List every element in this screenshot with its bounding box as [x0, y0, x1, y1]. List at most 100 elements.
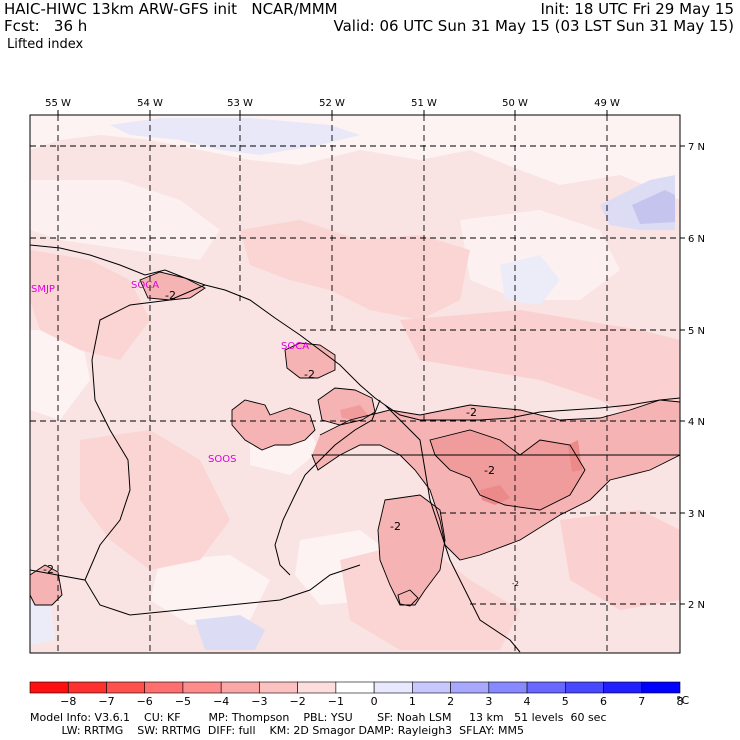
- colorbar-label: 5: [562, 695, 569, 708]
- field-neg-mid-4: [140, 272, 205, 300]
- contour-label: -2: [512, 580, 519, 588]
- colorbar-swatch: [526, 681, 566, 694]
- colorbar-swatch: [106, 681, 146, 694]
- field-neg-dark-2: [340, 405, 368, 420]
- colorbar-swatch: [412, 681, 451, 694]
- init-time: Init: 18 UTC Fri 29 May 15: [540, 0, 734, 18]
- field-white-south: [150, 555, 270, 625]
- field-neg-light-6: [560, 510, 680, 610]
- field-positive-ne-core: [632, 190, 675, 224]
- colorbar-label: 3: [485, 695, 492, 708]
- colorbar-swatch: [450, 681, 490, 694]
- contour-4: [139, 271, 206, 301]
- lat-label: 5 N: [688, 326, 705, 337]
- station-label: SOCA: [281, 341, 309, 352]
- field-neg-mid-6: [378, 495, 445, 605]
- coastline: [30, 244, 680, 421]
- lat-label: 3 N: [688, 509, 705, 520]
- lon-label: 51 W: [411, 98, 437, 109]
- colorbar-label: 1: [409, 695, 416, 708]
- colorbar-label: −5: [175, 695, 191, 708]
- field-neg-light-3: [80, 430, 230, 570]
- colorbar-label: 6: [600, 695, 607, 708]
- valid-time: Valid: 06 UTC Sun 31 May 15 (03 LST Sun …: [333, 17, 734, 35]
- colorbar-label: −4: [213, 695, 229, 708]
- colorbar-label: −7: [98, 695, 114, 708]
- contour-label: -2: [466, 406, 477, 419]
- lat-lon-grid: [30, 115, 680, 653]
- contour-label: -2: [165, 289, 176, 302]
- field-positive-sw: [30, 600, 55, 645]
- contour-label: -2: [43, 563, 54, 576]
- colorbar-swatch: [297, 681, 337, 694]
- forecast-hour: Fcst: 36 h: [4, 17, 88, 35]
- contour-8: [397, 589, 419, 607]
- field-neg-light-2: [30, 250, 150, 360]
- lat-label: 4 N: [688, 417, 705, 428]
- colorbar-swatch: [220, 681, 260, 694]
- colorbar-swatch: [335, 681, 375, 694]
- colorbar-swatch: [373, 681, 413, 694]
- contour-label: -2: [390, 520, 401, 533]
- contour-7: [30, 564, 63, 606]
- lon-labels: 55 W 54 W 53 W 52 W 51 W 50 W 49 W: [45, 98, 620, 109]
- field-white-sw: [30, 330, 90, 420]
- colorbar-label: 4: [524, 695, 531, 708]
- field-neg-mid-8: [398, 590, 418, 606]
- station-label: SMJP: [31, 284, 55, 295]
- lon-label: 52 W: [319, 98, 345, 109]
- border-guyana-suriname: [30, 284, 206, 581]
- lat-labels: 7 N 6 N 5 N 4 N 3 N 2 N: [688, 142, 705, 611]
- field-neg-mid-1: [232, 400, 315, 450]
- colorbar-label: −1: [328, 695, 344, 708]
- colorbar-swatch: [564, 681, 604, 694]
- station-label: SOCA: [131, 280, 159, 291]
- colorbar-label: 7: [638, 695, 645, 708]
- contour-1: [231, 399, 316, 451]
- model-info-line2: LW: RRTMG SW: RRTMG DIFF: full KM: 2D Sm…: [30, 724, 524, 737]
- field-neg-dark-1: [430, 430, 585, 510]
- model-info-line1: Model Info: V3.6.1 CU: KF MP: Thompson P…: [30, 711, 607, 724]
- station-label: SOOS: [208, 454, 236, 465]
- model-title: HAIC-HIWC 13km ARW-GFS init NCAR/MMM: [4, 0, 338, 18]
- contour-5: [311, 399, 680, 561]
- colorbar-label: 2: [447, 695, 454, 708]
- map-frame: [29, 114, 681, 654]
- lon-label: 49 W: [594, 98, 620, 109]
- colorbar-swatch: [641, 681, 681, 694]
- lon-label: 54 W: [137, 98, 163, 109]
- colorbar-swatch: [488, 681, 528, 694]
- lat-label: 2 N: [688, 600, 705, 611]
- colorbar-label: 0: [371, 695, 378, 708]
- contour-6: [377, 494, 446, 606]
- field-white-west: [30, 180, 220, 260]
- contour-label: -2: [484, 464, 495, 477]
- colorbar-swatch: [144, 681, 184, 694]
- coastline-borders: [30, 244, 680, 653]
- frame-ticks: [57, 110, 685, 605]
- field-neg-mid-7: [30, 565, 62, 605]
- border-suriname-brazil: [84, 564, 361, 616]
- colorbar: −8 −7 −6 −5 −4 −3 −2 −1 0 1 2 3 4 5 6 7 8: [29, 681, 684, 708]
- colorbar-label: −8: [60, 695, 76, 708]
- colorbar-swatch: [67, 681, 107, 694]
- border-fguiana-brazil: [384, 404, 521, 653]
- field-positive-north: [110, 118, 360, 155]
- field-neg-light-4: [400, 310, 680, 420]
- colorbar-swatch: [182, 681, 222, 694]
- colorbar-swatch: [259, 681, 298, 694]
- field-name: Lifted index: [7, 37, 84, 52]
- lat-label: 6 N: [688, 234, 705, 245]
- colorbar-swatch: [603, 681, 643, 694]
- colorbar-swatch: [29, 681, 69, 694]
- field-neg-dark-3: [480, 485, 510, 505]
- border-suriname-fguiana: [274, 399, 381, 576]
- field-positive-south: [195, 615, 265, 650]
- lon-label: 55 W: [45, 98, 71, 109]
- colorbar-unit: °C: [676, 694, 690, 707]
- colorbar-label: 8: [677, 695, 684, 708]
- field-neg-light-1: [240, 220, 470, 320]
- contour-3: [284, 342, 336, 379]
- lon-label: 50 W: [502, 98, 528, 109]
